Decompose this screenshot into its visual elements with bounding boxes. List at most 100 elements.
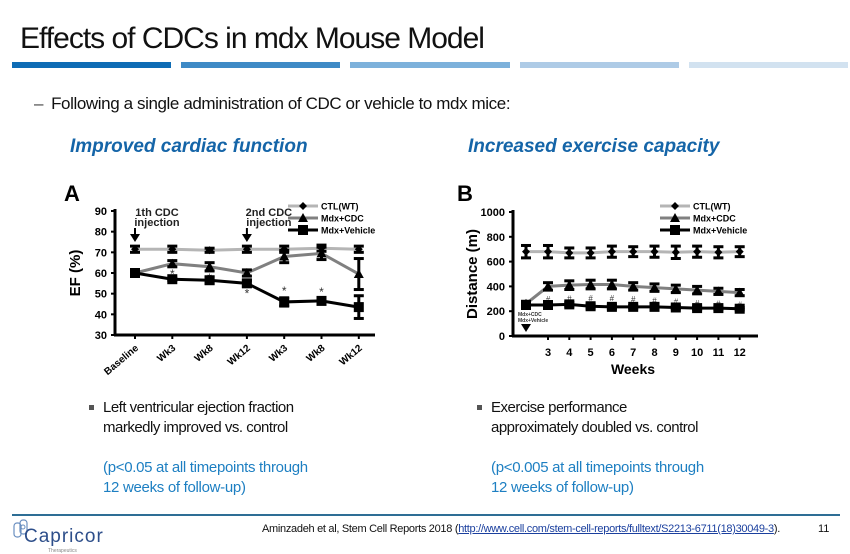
chart-a: A 30 40 50 60 70 80 90 Baseline Wk3 Wk8 Wk12 Wk3 Wk8 W… xyxy=(60,175,390,385)
title-bar-segment xyxy=(181,62,341,68)
data-point xyxy=(585,279,596,289)
x-tick-label: Wk8 xyxy=(193,343,216,365)
treatment-annotation-line1: Mdx+CDC xyxy=(518,312,542,318)
data-point xyxy=(204,261,215,271)
data-point xyxy=(564,280,575,290)
subtitle: – Following a single administration of CD… xyxy=(34,94,511,114)
y-tick-label: 80 xyxy=(95,227,107,239)
y-tick-label: 800 xyxy=(487,232,505,244)
data-point xyxy=(714,248,723,257)
data-point xyxy=(167,258,178,268)
treatment-arrow-icon xyxy=(521,324,531,332)
significance-marker: # xyxy=(631,295,636,304)
slide-title: Effects of CDCs in mdx Mouse Model xyxy=(20,22,485,55)
page-number: 11 xyxy=(818,523,830,535)
data-point xyxy=(606,301,617,312)
data-point xyxy=(279,251,290,261)
significance-marker: # xyxy=(546,295,551,304)
data-point xyxy=(353,302,364,313)
data-point xyxy=(353,269,364,279)
right-bullet-line2: approximately doubled vs. control xyxy=(491,419,698,436)
significance-marker: # xyxy=(674,298,679,307)
significance-marker: # xyxy=(610,294,615,303)
legend-marker xyxy=(299,202,307,210)
data-point xyxy=(543,300,553,310)
y-tick-label: 600 xyxy=(487,257,505,269)
x-tick-label: 6 xyxy=(609,347,615,359)
right-bullet-line1: Exercise performance xyxy=(491,399,627,416)
y-tick-label: 50 xyxy=(95,289,107,301)
legend-label: Mdx+CDC xyxy=(693,214,736,224)
legend-marker xyxy=(298,213,308,222)
data-point xyxy=(242,245,251,254)
significance-marker: # xyxy=(588,294,593,303)
x-tick-label: Wk8 xyxy=(305,343,328,365)
right-heading: Increased exercise capacity xyxy=(468,136,720,157)
data-point xyxy=(628,301,639,312)
data-point xyxy=(354,245,363,254)
title-bar-segment xyxy=(519,62,679,68)
footer-divider xyxy=(12,514,840,516)
y-tick-label: 30 xyxy=(95,330,107,342)
left-pvalue-note: (p<0.05 at all timepoints through 12 wee… xyxy=(103,458,308,498)
x-tick-label: Baseline xyxy=(102,343,141,378)
data-point xyxy=(522,247,530,256)
legend-label: Mdx+Vehicle xyxy=(693,226,747,236)
citation-suffix: ). xyxy=(773,523,780,535)
x-tick-label: 11 xyxy=(713,347,725,359)
data-point xyxy=(564,299,575,310)
data-point xyxy=(693,247,702,256)
logo-mark-icon xyxy=(13,519,28,538)
data-point xyxy=(735,247,744,256)
data-point xyxy=(670,302,681,313)
data-point xyxy=(629,247,638,256)
y-tick-label: 0 xyxy=(499,331,505,343)
x-tick-label: 10 xyxy=(691,347,703,359)
data-point xyxy=(565,248,574,257)
data-point xyxy=(713,303,724,314)
panel-label: B xyxy=(457,181,473,206)
significance-marker: * xyxy=(170,267,175,281)
data-point xyxy=(168,245,177,254)
significance-marker: * xyxy=(245,286,250,300)
data-point xyxy=(543,281,553,291)
data-point xyxy=(692,303,703,314)
data-point xyxy=(650,247,659,256)
y-tick-label: 90 xyxy=(95,206,107,218)
legend-label: CTL(WT) xyxy=(693,202,730,212)
y-tick-label: 60 xyxy=(95,268,107,280)
data-point xyxy=(713,286,724,296)
title-bar-segment xyxy=(350,62,510,68)
right-pnote-line1: (p<0.005 at all timepoints through xyxy=(491,459,704,476)
data-point xyxy=(649,282,660,292)
y-tick-label: 40 xyxy=(95,309,107,321)
data-point xyxy=(316,295,327,306)
data-point xyxy=(241,278,252,289)
logo-subtitle: Therapeutics xyxy=(48,548,77,554)
x-tick-label: 8 xyxy=(651,347,657,359)
data-point xyxy=(585,301,596,312)
chart-b-svg: B 0 200 400 600 800 1000 3 4 5 6 7 8 9 10 11 12 Weeks Dist… xyxy=(457,181,758,377)
citation-link[interactable]: http://www.cell.com/stem-cell-reports/fu… xyxy=(458,523,774,535)
injection-annotation-line1: 1th CDC xyxy=(135,207,178,219)
title-bar-segment xyxy=(688,62,849,68)
panel-label: A xyxy=(64,181,80,206)
y-tick-label: 400 xyxy=(487,281,505,293)
bullet-square-icon xyxy=(477,405,482,410)
data-point xyxy=(649,301,660,312)
treatment-annotation-line2: Mdx+Vehicle xyxy=(518,318,548,324)
left-pnote-line1: (p<0.05 at all timepoints through xyxy=(103,459,308,476)
y-tick-label: 200 xyxy=(487,306,505,318)
x-tick-label: 3 xyxy=(545,347,551,359)
data-point xyxy=(205,246,214,255)
left-bullet-line1: Left ventricular ejection fraction xyxy=(103,399,294,416)
data-point xyxy=(734,287,745,297)
subtitle-dash: – xyxy=(34,94,44,113)
left-heading: Improved cardiac function xyxy=(70,136,308,157)
data-point xyxy=(607,247,616,256)
injection-annotation-line1: 2nd CDC xyxy=(246,207,293,219)
data-point xyxy=(544,247,552,256)
data-point xyxy=(628,281,639,291)
left-pnote-line2: 12 weeks of follow-up) xyxy=(103,479,246,496)
x-axis-label: Weeks xyxy=(611,361,655,377)
